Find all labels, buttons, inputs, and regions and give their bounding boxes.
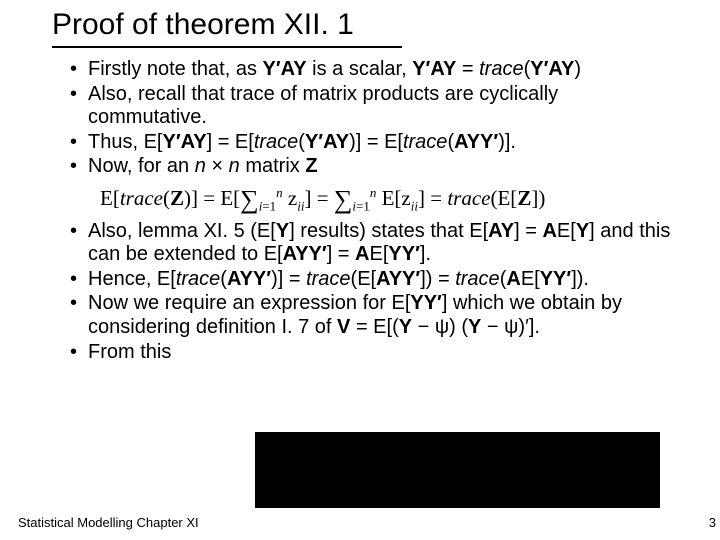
- trace: trace: [403, 131, 447, 153]
- bullet-4: Now, for an n × n matrix Z: [70, 155, 680, 179]
- text: Thus, E[: [88, 131, 162, 153]
- text: is a scalar,: [307, 58, 413, 80]
- bullet-8: From this: [70, 341, 680, 365]
- text: = E[(: [350, 316, 398, 338]
- y: Y: [276, 220, 289, 242]
- bullet-list: Firstly note that, as Y′AY is a scalar, …: [70, 58, 680, 179]
- a: A: [542, 220, 556, 242]
- v: V: [337, 316, 350, 338]
- text: Also, recall that trace of matrix produc…: [88, 83, 558, 129]
- text: Hence, E[: [88, 268, 176, 290]
- footer-left: Statistical Modelling Chapter XI: [18, 515, 199, 530]
- yy: YY′: [540, 268, 571, 290]
- text: ].: [420, 243, 431, 265]
- bullet-2: Also, recall that trace of matrix produc…: [70, 83, 680, 130]
- text: ] =: [327, 243, 355, 265]
- trace: trace: [455, 268, 499, 290]
- text: )] = E[: [349, 131, 403, 153]
- z: Z: [305, 155, 317, 177]
- yy: YY′: [410, 292, 441, 314]
- text: ] =: [514, 220, 542, 242]
- ayy: AYY′: [376, 268, 420, 290]
- text: )].: [498, 131, 516, 153]
- yay: Y′AY: [263, 58, 307, 80]
- content-area: Firstly note that, as Y′AY is a scalar, …: [0, 48, 720, 364]
- ayy: AYY′: [454, 131, 498, 153]
- y: Y: [399, 316, 412, 338]
- text: From this: [88, 341, 171, 363]
- slide: Proof of theorem XII. 1 Firstly note tha…: [0, 0, 720, 540]
- text: E[: [557, 220, 576, 242]
- yay: Y′AY: [530, 58, 574, 80]
- text: )] =: [271, 268, 306, 290]
- text: Firstly note that, as: [88, 58, 263, 80]
- text: − ψ)′].: [481, 316, 540, 338]
- ayy: AYY′: [283, 243, 327, 265]
- bullet-3: Thus, E[Y′AY] = E[trace(Y′AY)] = E[trace…: [70, 131, 680, 155]
- n: n: [195, 155, 206, 177]
- text: ]) =: [420, 268, 455, 290]
- bullet-5: Also, lemma XI. 5 (E[Y] results) states …: [70, 220, 680, 267]
- text: − ψ) (: [412, 316, 468, 338]
- y: Y: [576, 220, 589, 242]
- redacted-block: [255, 432, 660, 508]
- text: (E[: [351, 268, 377, 290]
- a: A: [506, 268, 520, 290]
- ayy: AYY′: [227, 268, 271, 290]
- trace-equation: E[trace(Z)] = E[∑i=1n zii] = ∑i=1n E[zii…: [100, 185, 680, 216]
- text: =: [456, 58, 479, 80]
- bullet-list-2: Also, lemma XI. 5 (E[Y] results) states …: [70, 220, 680, 365]
- yay: Y′AY: [305, 131, 349, 153]
- slide-title: Proof of theorem XII. 1: [0, 0, 720, 46]
- times: ×: [206, 155, 229, 177]
- text: ): [574, 58, 581, 80]
- bullet-1: Firstly note that, as Y′AY is a scalar, …: [70, 58, 680, 82]
- text: (: [298, 131, 305, 153]
- text: (: [220, 268, 227, 290]
- text: ] results) states that E[: [289, 220, 488, 242]
- yay: Y′AY: [412, 58, 456, 80]
- yy: YY′: [388, 243, 419, 265]
- trace: trace: [306, 268, 350, 290]
- ay: AY: [488, 220, 514, 242]
- yay: Y′AY: [162, 131, 206, 153]
- text: E[: [521, 268, 540, 290]
- trace: trace: [479, 58, 523, 80]
- text: ]).: [571, 268, 589, 290]
- text: Also, lemma XI. 5 (E[: [88, 220, 276, 242]
- text: Now we require an expression for E[: [88, 292, 410, 314]
- text: ] = E[: [207, 131, 254, 153]
- footer-right: 3: [709, 515, 716, 530]
- text: E[: [370, 243, 389, 265]
- trace: trace: [254, 131, 298, 153]
- bullet-6: Hence, E[trace(AYY′)] = trace(E[AYY′]) =…: [70, 268, 680, 292]
- a: A: [355, 243, 369, 265]
- y: Y: [468, 316, 481, 338]
- n: n: [229, 155, 240, 177]
- trace: trace: [176, 268, 220, 290]
- text: Now, for an: [88, 155, 195, 177]
- bullet-7: Now we require an expression for E[YY′] …: [70, 292, 680, 339]
- text: matrix: [240, 155, 306, 177]
